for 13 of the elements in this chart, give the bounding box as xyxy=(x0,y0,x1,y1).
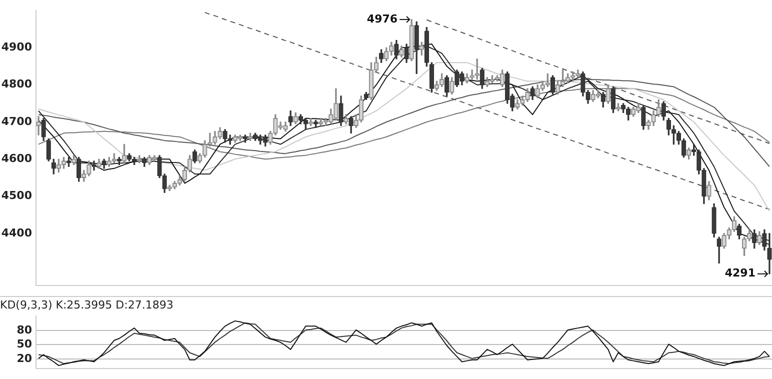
y-tick-label: 4900 xyxy=(1,40,32,54)
y-tick-label: 4700 xyxy=(1,114,32,128)
annotation: 4291 xyxy=(724,266,756,280)
y-tick-label: 80 xyxy=(16,323,32,336)
chart-title: KD(9,3,3) K:25.3995 D:27.1893 xyxy=(0,298,174,312)
y-tick-label: 4500 xyxy=(1,189,32,202)
y-tick-label: 4600 xyxy=(1,152,32,165)
y-tick-label: 4800 xyxy=(1,78,32,91)
y-tick-label: 4400 xyxy=(1,226,32,240)
candlestick xyxy=(470,70,474,80)
y-tick-label: 50 xyxy=(16,338,32,351)
y-tick-label: 20 xyxy=(16,352,32,365)
annotation: 4976 xyxy=(366,12,398,26)
